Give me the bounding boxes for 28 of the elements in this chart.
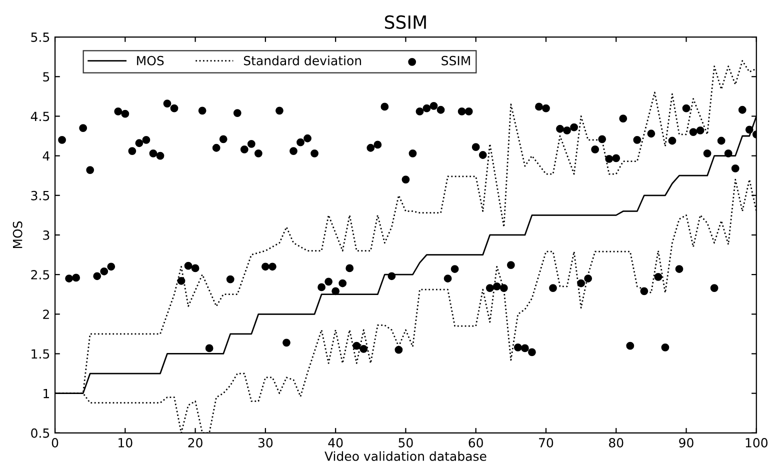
legend-label: MOS: [137, 56, 164, 66]
y-tick-label: 0.5: [31, 428, 50, 438]
x-tick-label: 90: [679, 438, 694, 448]
y-axis-title: MOS: [12, 221, 22, 248]
legend-label: SSIM: [442, 56, 470, 66]
chart-title: SSIM: [384, 15, 426, 29]
x-tick-label: 0: [52, 438, 58, 448]
y-tick-label: 4.5: [30, 112, 50, 122]
y-tick-label: 3.5: [31, 190, 50, 200]
y-tick-label: 1.5: [32, 349, 50, 359]
x-tick-label: 10: [118, 438, 132, 448]
y-tick-label: 5: [43, 72, 50, 82]
x-tick-label: 50: [398, 438, 413, 448]
x-tick-label: 30: [258, 438, 273, 448]
y-tick-label: 2: [43, 310, 49, 319]
x-tick-label: 70: [539, 438, 554, 448]
x-tick-label: 60: [468, 438, 483, 448]
y-tick-label: 1: [44, 388, 50, 398]
y-tick-label: 3: [43, 230, 50, 240]
x-tick-label: 80: [609, 438, 624, 448]
x-tick-label: 20: [188, 438, 202, 448]
y-tick-label: 4: [42, 151, 50, 161]
x-axis-title: Video validation database: [324, 451, 486, 461]
x-tick-label: 100: [746, 438, 768, 448]
x-tick-label: 40: [328, 438, 343, 448]
legend-label: Standard deviation: [244, 56, 362, 66]
y-tick-label: 5.5: [31, 32, 50, 42]
y-tick-label: 2.5: [31, 270, 50, 280]
